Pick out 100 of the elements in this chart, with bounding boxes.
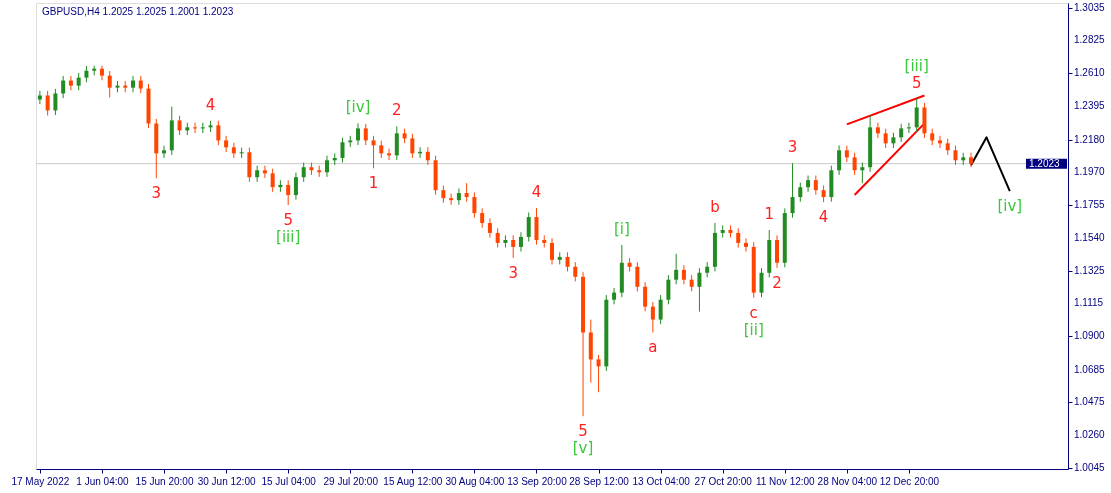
candlestick — [674, 253, 679, 285]
candlestick — [588, 319, 593, 384]
candlestick — [883, 128, 888, 149]
candlestick — [107, 70, 112, 98]
candlestick — [635, 261, 640, 292]
candlestick — [643, 281, 648, 312]
candlestick — [844, 145, 849, 163]
candlestick — [37, 90, 42, 105]
candlestick — [751, 241, 756, 299]
candlestick — [154, 118, 159, 179]
ref-line-label: 1.2023 — [1029, 157, 1061, 169]
y-tick-label: 1.0045 — [1074, 462, 1106, 474]
candlestick — [146, 83, 151, 129]
candlestick — [200, 122, 205, 134]
y-tick-label: 1.1755 — [1074, 198, 1106, 210]
y-tick-label: 1.0260 — [1074, 428, 1106, 440]
y-tick-label: 1.2610 — [1074, 67, 1106, 79]
candlestick — [743, 237, 748, 253]
text: 2 — [772, 273, 782, 292]
candlestick — [53, 88, 58, 116]
candlestick — [255, 165, 260, 183]
candlestick — [495, 227, 500, 249]
y-tick-label: 1.2825 — [1074, 34, 1106, 46]
candlestick — [573, 261, 578, 282]
candlestick — [860, 162, 865, 184]
text: 2 — [392, 101, 402, 120]
y-tick-label: 1.2395 — [1074, 100, 1106, 112]
candlestick — [262, 165, 267, 179]
text: 5 [v] — [572, 422, 594, 458]
candlestick — [169, 106, 174, 156]
candlestick — [790, 162, 795, 219]
candlestick — [953, 145, 958, 166]
candlestick — [937, 135, 942, 149]
candlestick — [356, 122, 361, 146]
text: a — [648, 338, 658, 357]
candlestick — [68, 75, 73, 91]
text: 3 — [787, 138, 798, 157]
x-tick-label: 15 Jun 20:00 — [135, 475, 194, 487]
text: 5 [iii] — [276, 211, 301, 247]
candlestick — [193, 122, 198, 134]
text: 3 — [508, 263, 518, 282]
text: 3 — [151, 184, 162, 203]
candlestick — [301, 162, 306, 183]
candlestick — [433, 155, 438, 196]
candlestick — [410, 133, 415, 159]
candlestick — [472, 191, 477, 219]
candlestick — [775, 234, 780, 269]
candlestick — [449, 193, 454, 206]
candlestick — [767, 229, 772, 278]
candlestick — [45, 90, 50, 116]
candlestick — [829, 165, 834, 203]
x-tick-label: 17 May 2022 — [11, 475, 70, 487]
y-tick-label: 1.0900 — [1074, 330, 1106, 342]
candlestick — [581, 271, 586, 417]
candlestick — [293, 172, 298, 201]
candlestick — [875, 122, 880, 139]
candlestick — [511, 234, 516, 259]
y-tick-label: 1.1115 — [1074, 297, 1104, 309]
candlestick — [596, 354, 601, 393]
candlestick — [899, 123, 904, 143]
candlestick — [286, 179, 291, 206]
candlestick — [914, 98, 919, 133]
x-tick-label: 28 Nov 04:00 — [817, 475, 878, 487]
x-tick-label: 30 Aug 04:00 — [445, 475, 505, 487]
y-tick-label: 1.3035 — [1074, 1, 1106, 13]
candlestick — [239, 147, 244, 159]
x-tick-label: 11 Nov 12:00 — [755, 475, 816, 487]
candlestick — [177, 115, 182, 136]
candlestick — [782, 207, 787, 268]
candlestick — [604, 294, 609, 372]
candlestick — [480, 207, 485, 229]
candlestick — [324, 155, 329, 178]
x-tick-label: 1 Jun 04:00 — [76, 475, 130, 487]
candlestick — [666, 274, 671, 305]
y-tick-label: 1.2180 — [1074, 133, 1106, 145]
x-tick-label: 29 Jul 20:00 — [323, 475, 379, 487]
candlestick — [231, 142, 236, 159]
candlestick — [363, 123, 368, 146]
candlestick — [387, 148, 392, 161]
x-tick-label: 15 Jul 04:00 — [261, 475, 317, 487]
text: [iii] 5 — [904, 56, 929, 92]
candlestick — [712, 222, 717, 272]
text: [iv] — [345, 98, 371, 117]
text: c [ii] — [743, 303, 764, 339]
x-tick-label: 27 Oct 20:00 — [694, 475, 753, 487]
candlestick — [130, 75, 135, 93]
candlestick — [247, 147, 252, 183]
candlestick — [922, 102, 927, 139]
x-tick-label: 28 Sep 12:00 — [569, 475, 630, 487]
x-tick-label: 30 Jun 12:00 — [197, 475, 256, 487]
candlestick — [487, 217, 492, 239]
text: b — [710, 197, 720, 216]
candlestick — [162, 145, 167, 159]
candlestick — [759, 267, 764, 298]
y-tick-label: 1.1325 — [1074, 265, 1106, 277]
candlestick — [837, 144, 842, 176]
candlestick — [868, 115, 873, 173]
y-tick-label: 1.1540 — [1074, 232, 1106, 243]
x-tick-label: 13 Oct 04:00 — [632, 475, 691, 487]
candlestick — [550, 237, 554, 265]
